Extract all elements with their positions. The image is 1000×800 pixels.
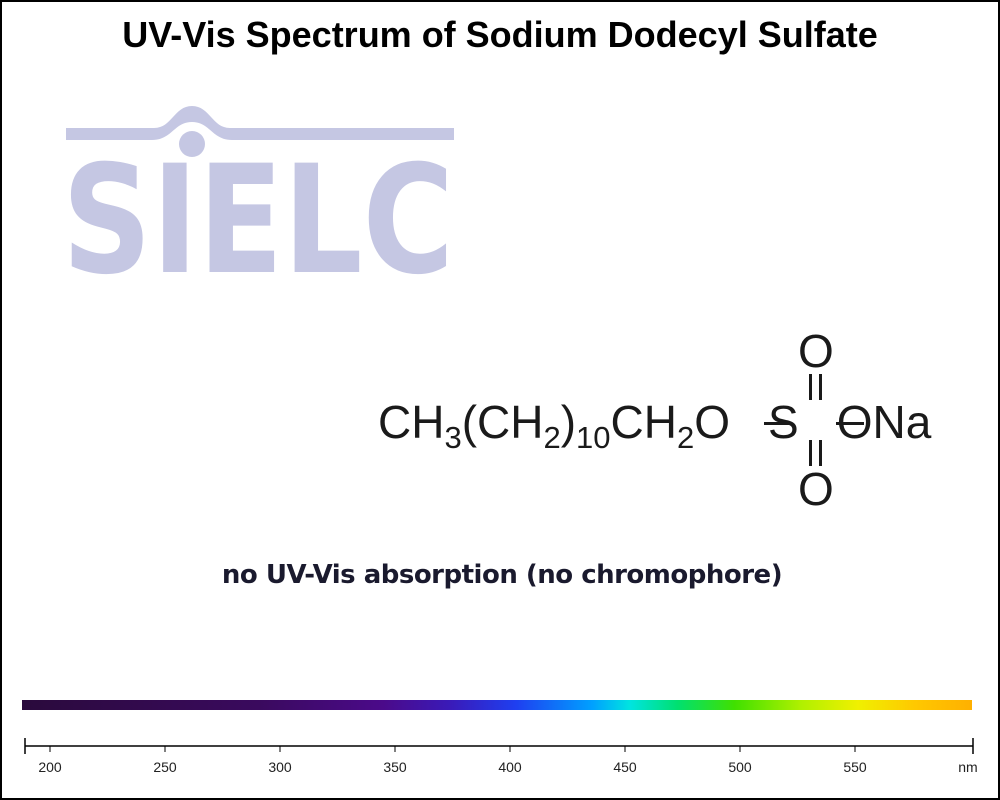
formula-sub-2a: 2 <box>543 420 561 455</box>
formula-paren: ) <box>560 396 577 448</box>
x-tick-label-250: 250 <box>153 759 177 775</box>
double-bond-bottom-left <box>809 440 812 466</box>
double-bond-bottom-right <box>819 440 822 466</box>
sds-formula: CH3(CH2)10CH2O S ONa <box>378 392 931 455</box>
x-tick-label-350: 350 <box>383 759 407 775</box>
formula-sub-2b: 2 <box>676 420 695 455</box>
x-axis-unit-label: nm <box>958 759 977 775</box>
chart-title: UV-Vis Spectrum of Sodium Dodecyl Sulfat… <box>122 14 878 55</box>
x-tick-label-450: 450 <box>613 759 637 775</box>
formula-ch2-group: (CH <box>461 396 544 448</box>
x-axis: 200 250 300 350 400 450 500 550 nm <box>24 738 978 775</box>
formula-ch: CH <box>378 396 445 448</box>
formula-ch-end: CH <box>610 396 677 448</box>
x-tick-label-200: 200 <box>38 759 62 775</box>
bond-s-o <box>836 422 864 425</box>
double-bond-top-left <box>809 374 812 400</box>
svg-text:SIELC: SIELC <box>62 134 454 280</box>
oxygen-bottom: O <box>798 463 834 515</box>
double-bond-top-right <box>819 374 822 400</box>
absorption-note: no UV-Vis absorption (no chromophore) <box>221 560 783 590</box>
x-tick-label-500: 500 <box>728 759 752 775</box>
formula-sub-3: 3 <box>444 420 462 455</box>
formula-o: O <box>694 396 731 448</box>
x-tick-label-550: 550 <box>843 759 867 775</box>
sielc-logo: SIELC <box>62 106 454 280</box>
visible-spectrum-bar <box>22 700 972 710</box>
x-tick-label-300: 300 <box>268 759 292 775</box>
oxygen-top: O <box>798 325 834 377</box>
bond-o-s <box>764 422 792 425</box>
formula-sub-10: 10 <box>576 420 611 455</box>
x-tick-label-400: 400 <box>498 759 522 775</box>
